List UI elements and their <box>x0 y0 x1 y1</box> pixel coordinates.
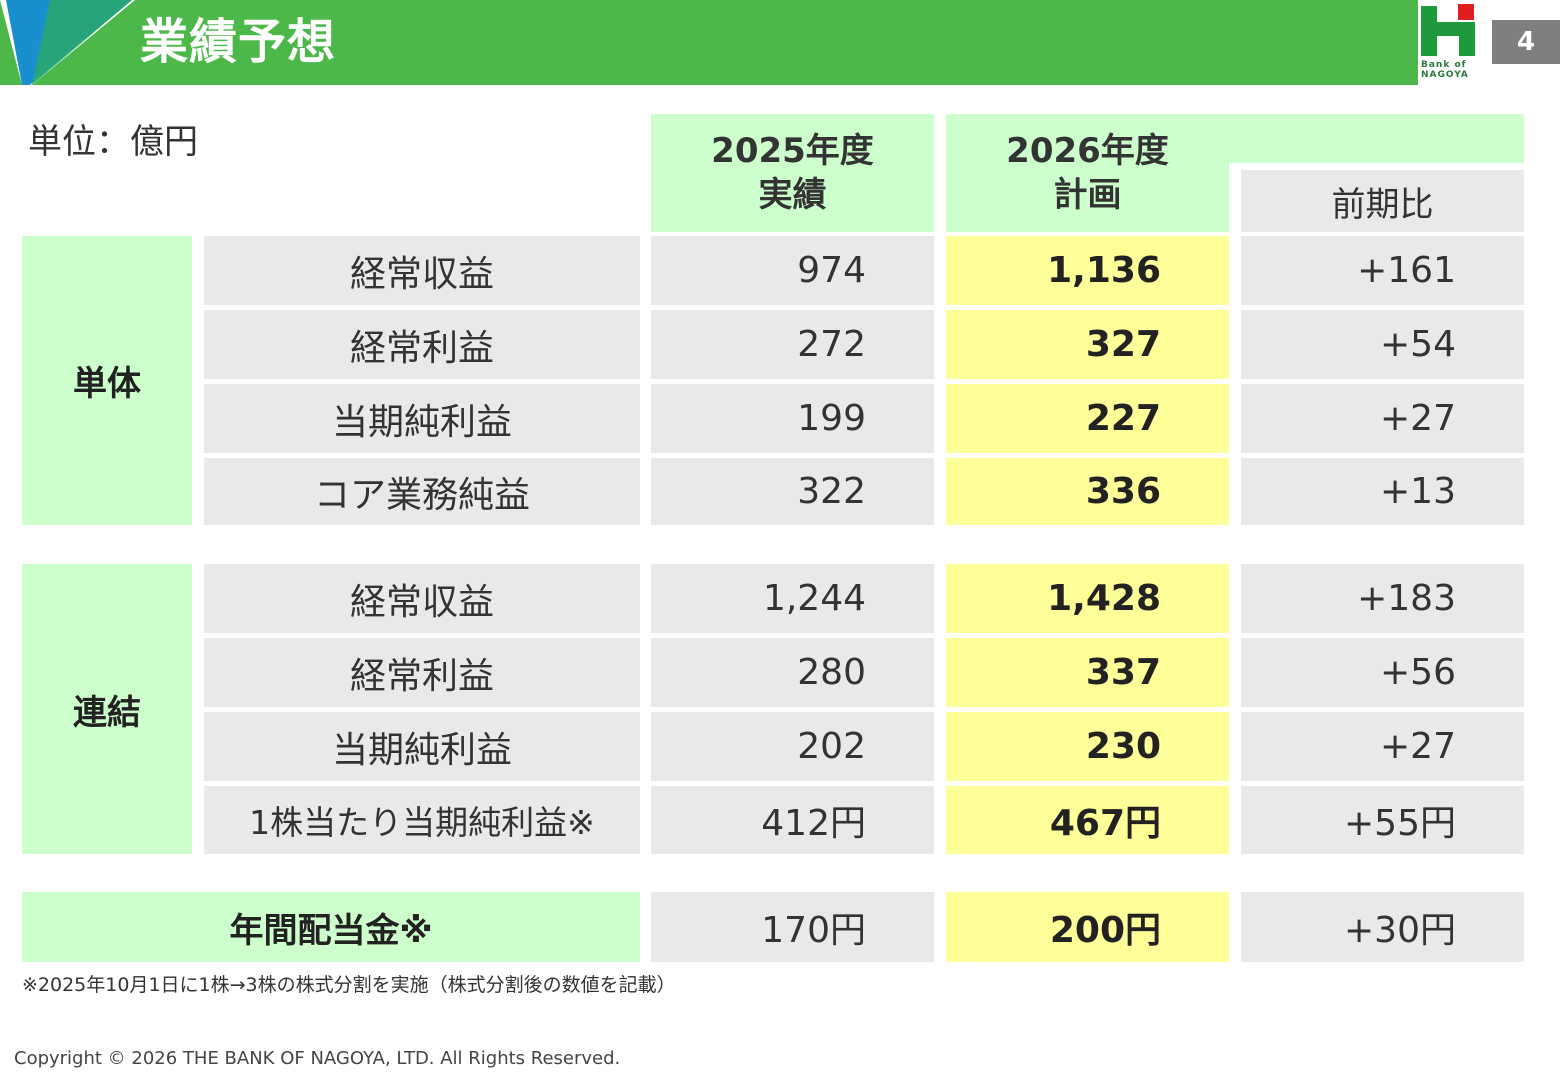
value-2026: 230 <box>946 712 1229 781</box>
page-title: 業績予想 <box>140 14 337 70</box>
value-change: +27 <box>1241 384 1524 453</box>
value-2025: 1,244 <box>651 564 934 633</box>
value-change: +13 <box>1241 458 1524 525</box>
value-2026: 467円 <box>946 786 1229 854</box>
header-2025-sub: 実績 <box>758 175 827 215</box>
value-change: +161 <box>1241 236 1524 305</box>
dividend-change: +30円 <box>1241 892 1524 962</box>
value-2026: 336 <box>946 458 1229 525</box>
dividend-2026: 200円 <box>946 892 1229 962</box>
value-change: +54 <box>1241 310 1524 379</box>
row-label: コア業務純益 <box>204 458 640 525</box>
value-change: +183 <box>1241 564 1524 633</box>
value-2025: 272 <box>651 310 934 379</box>
copyright: Copyright © 2026 THE BANK OF NAGOYA, LTD… <box>14 1048 621 1069</box>
value-2025: 322 <box>651 458 934 525</box>
header-2026-sub: 計画 <box>1053 175 1122 215</box>
value-2026: 327 <box>946 310 1229 379</box>
value-change: +55円 <box>1241 786 1524 854</box>
value-2026: 227 <box>946 384 1229 453</box>
row-label: 1株当たり当期純利益※ <box>204 786 640 854</box>
row-label: 経常収益 <box>204 236 640 305</box>
value-2025: 412円 <box>651 786 934 854</box>
value-2026: 1,428 <box>946 564 1229 633</box>
value-2025: 199 <box>651 384 934 453</box>
header-change-band <box>1229 114 1524 163</box>
page-number: 4 <box>1492 20 1560 64</box>
value-change: +27 <box>1241 712 1524 781</box>
value-2025: 202 <box>651 712 934 781</box>
header-decoration <box>0 0 135 85</box>
header-2026-plan: 2026年度 計画 <box>946 114 1229 232</box>
group-label-consolidated: 連結 <box>22 564 192 854</box>
unit-label: 単位：億円 <box>28 122 198 162</box>
bank-logo-icon <box>1421 4 1475 56</box>
value-2025: 280 <box>651 638 934 707</box>
dividend-label: 年間配当金※ <box>22 892 640 962</box>
row-label: 当期純利益 <box>204 384 640 453</box>
header-2025-actual: 2025年度 実績 <box>651 114 934 232</box>
value-2026: 1,136 <box>946 236 1229 305</box>
row-label: 経常利益 <box>204 310 640 379</box>
header-bar <box>0 0 1418 85</box>
dividend-2025: 170円 <box>651 892 934 962</box>
row-label: 経常収益 <box>204 564 640 633</box>
header-2026-year: 2026年度 <box>1006 131 1169 171</box>
value-change: +56 <box>1241 638 1524 707</box>
header-2025-year: 2025年度 <box>711 131 874 171</box>
footnote: ※2025年10月1日に1株→3株の株式分割を実施（株式分割後の数値を記載） <box>22 974 676 996</box>
row-label: 経常利益 <box>204 638 640 707</box>
bank-logo-text: Bank of NAGOYA <box>1421 60 1469 80</box>
row-label: 当期純利益 <box>204 712 640 781</box>
group-label-standalone: 単体 <box>22 236 192 525</box>
header-change: 前期比 <box>1241 170 1524 232</box>
value-2026: 337 <box>946 638 1229 707</box>
value-2025: 974 <box>651 236 934 305</box>
